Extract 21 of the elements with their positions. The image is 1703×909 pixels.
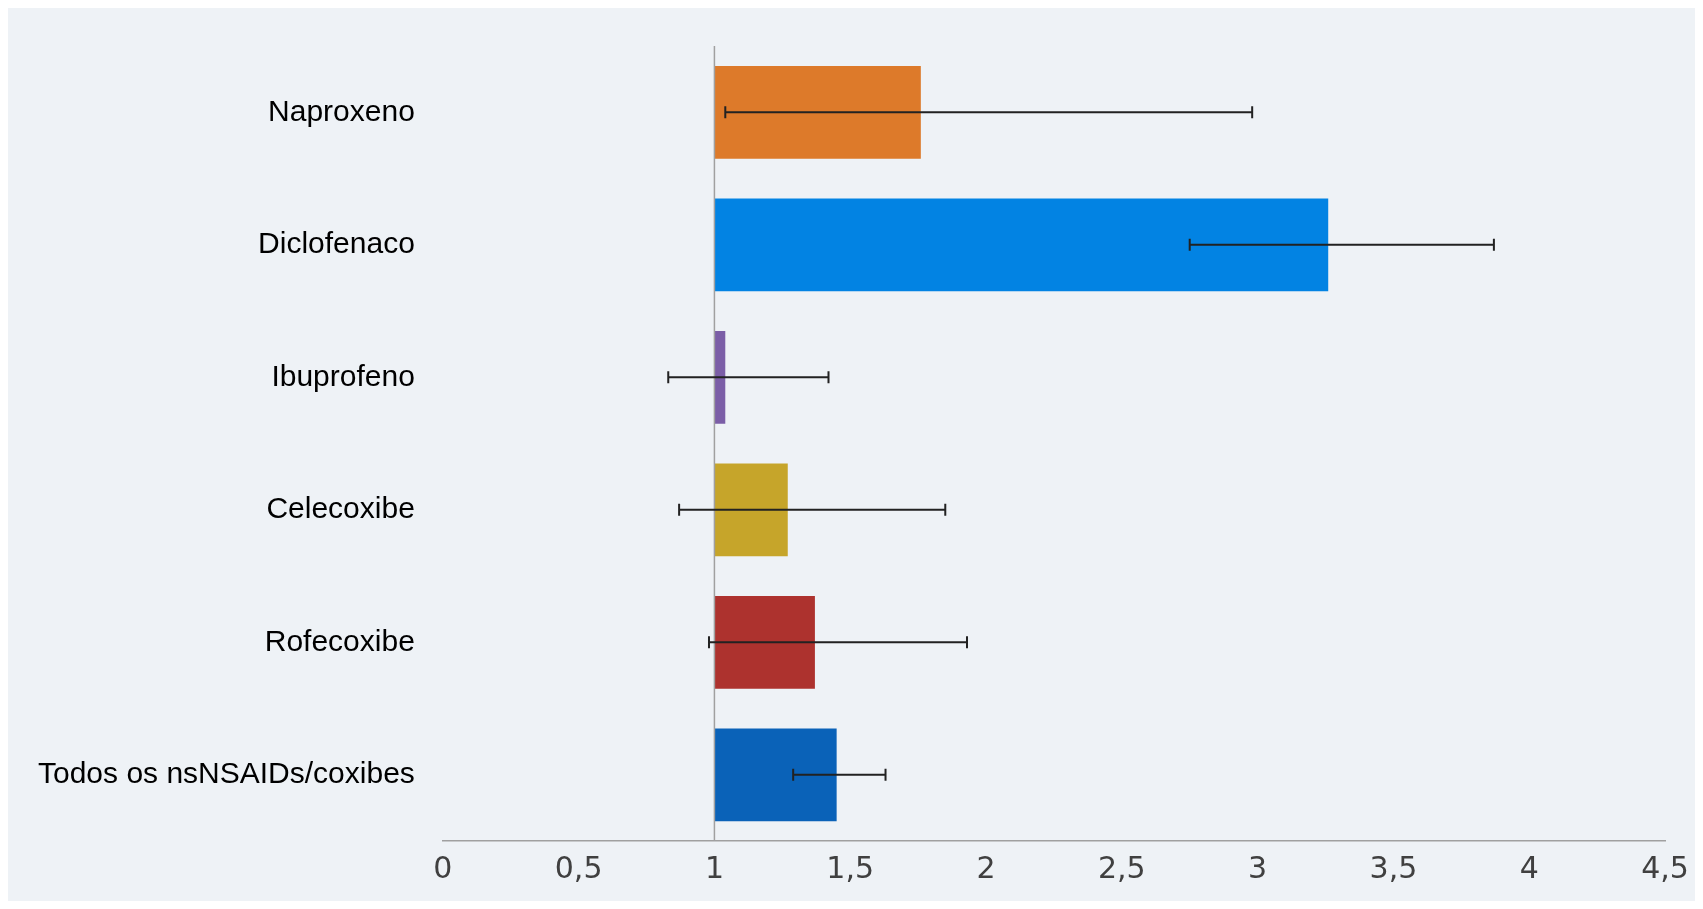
x-tick-label: 3 [1248, 849, 1268, 885]
bar [714, 728, 837, 822]
y-tick-label: Todos os nsNSAIDs/coxibes [37, 756, 415, 790]
bar [714, 595, 815, 689]
x-tick-label: 4,5 [1641, 849, 1689, 885]
x-tick-label: 3,5 [1369, 849, 1418, 885]
bar [714, 198, 1329, 292]
x-tick-label: 2,5 [1097, 849, 1146, 885]
y-tick-label: Ibuprofeno [271, 358, 415, 392]
y-tick-label: Celecoxibe [266, 491, 415, 525]
y-tick-label: Rofecoxibe [264, 623, 415, 657]
x-tick-label: 2 [976, 849, 996, 885]
x-tick-label: 0,5 [554, 849, 603, 885]
y-tick-label: Diclofenaco [258, 226, 415, 260]
y-tick-label: Naproxeno [268, 93, 415, 127]
x-tick-label: 0 [433, 849, 453, 885]
x-tick-label: 4 [1519, 849, 1539, 885]
x-tick-label: 1 [704, 849, 724, 885]
x-tick-label: 1,5 [826, 849, 875, 885]
bar [714, 463, 788, 557]
bar [714, 65, 921, 159]
